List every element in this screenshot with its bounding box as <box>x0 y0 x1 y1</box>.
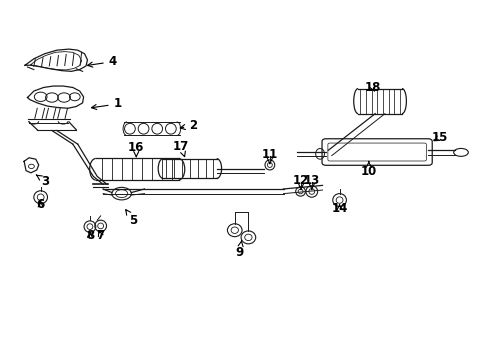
Text: 7: 7 <box>97 229 104 242</box>
Text: 1: 1 <box>91 98 122 111</box>
Text: 17: 17 <box>173 140 189 157</box>
Text: 3: 3 <box>36 175 49 188</box>
Text: 6: 6 <box>37 198 45 211</box>
Text: 18: 18 <box>364 81 380 94</box>
Text: 15: 15 <box>430 131 447 144</box>
Text: 12: 12 <box>292 174 308 189</box>
Text: 14: 14 <box>331 202 347 215</box>
Text: 16: 16 <box>128 140 144 157</box>
Text: 10: 10 <box>360 162 376 177</box>
Text: 4: 4 <box>87 55 117 68</box>
Text: 11: 11 <box>261 148 277 164</box>
Text: 9: 9 <box>235 240 243 259</box>
Text: 8: 8 <box>85 229 94 242</box>
Text: 13: 13 <box>303 174 319 189</box>
Text: 2: 2 <box>180 119 197 132</box>
Text: 5: 5 <box>125 210 137 227</box>
